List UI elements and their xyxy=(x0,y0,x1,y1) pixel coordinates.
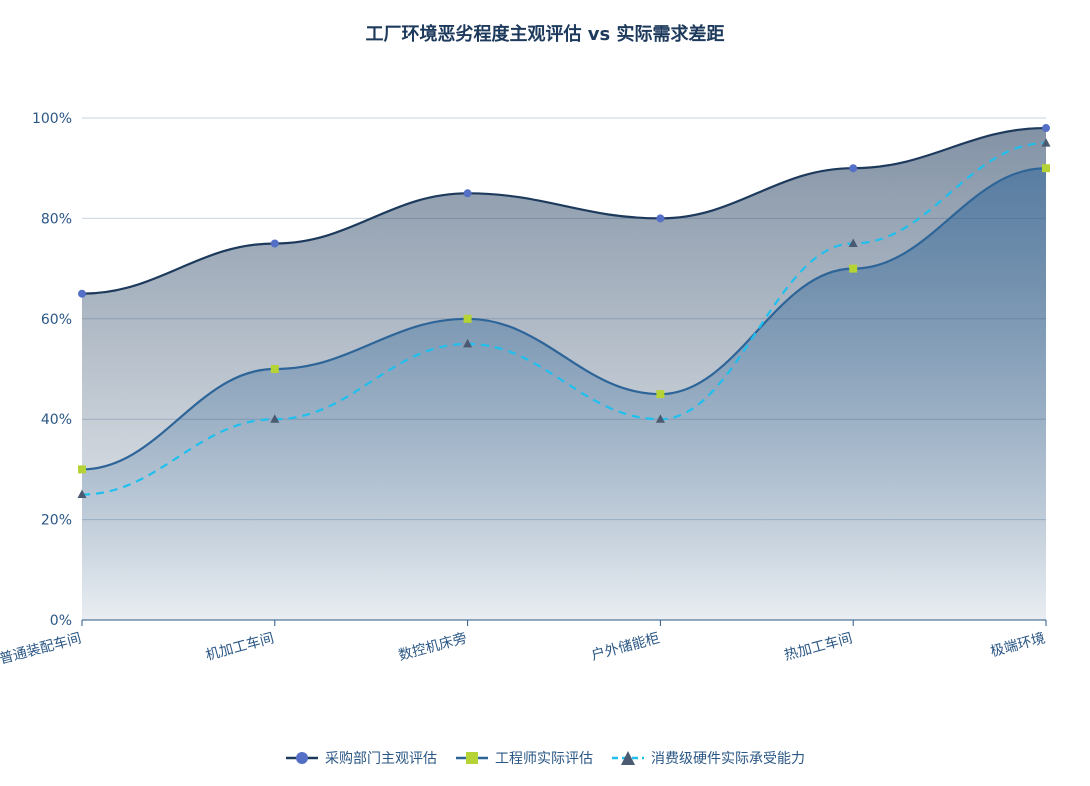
legend-swatch-icon xyxy=(456,752,488,764)
legend-item[interactable]: 消费级硬件实际承受能力 xyxy=(611,748,805,768)
data-point xyxy=(78,289,86,298)
series-area xyxy=(82,168,1046,620)
x-tick-label: 数控机床旁 xyxy=(397,629,469,664)
data-point xyxy=(1041,138,1051,147)
data-point xyxy=(849,164,858,173)
x-tick-label: 热加工车间 xyxy=(782,629,854,664)
data-point xyxy=(1042,124,1050,133)
y-tick-label: 0% xyxy=(50,613,72,629)
data-point xyxy=(655,414,665,423)
y-tick-label: 80% xyxy=(41,211,72,227)
data-point xyxy=(656,214,665,223)
x-tick-label: 户外储能柜 xyxy=(589,629,661,664)
y-tick-label: 20% xyxy=(41,513,72,529)
data-point xyxy=(463,338,473,348)
y-tick-label: 40% xyxy=(41,412,72,428)
legend-label: 工程师实际评估 xyxy=(495,751,593,767)
legend-label: 消费级硬件实际承受能力 xyxy=(651,751,805,767)
data-point xyxy=(270,239,279,248)
y-tick-label: 60% xyxy=(41,312,72,328)
series-line xyxy=(81,126,1047,295)
data-point xyxy=(848,238,858,247)
data-point xyxy=(77,489,87,498)
data-point xyxy=(656,390,665,399)
data-point xyxy=(270,365,279,373)
legend: 采购部门主观评估 工程师实际评估 消费级硬件实际承受能力 xyxy=(0,748,1090,768)
x-tick-label: 普通装配车间 xyxy=(0,629,83,667)
data-point xyxy=(1042,164,1050,173)
legend-item[interactable]: 采购部门主观评估 xyxy=(285,748,437,768)
data-point xyxy=(463,314,472,323)
data-point xyxy=(463,189,472,198)
chart-title: 工厂环境恶劣程度主观评估 vs 实际需求差距 xyxy=(365,24,725,45)
legend-swatch-icon xyxy=(612,751,644,765)
y-tick-label: 100% xyxy=(32,111,72,127)
series-line xyxy=(81,167,1047,471)
data-point xyxy=(849,264,858,273)
x-tick-label: 极端环境 xyxy=(989,630,1047,660)
series-line xyxy=(81,142,1047,496)
data-point xyxy=(78,465,86,474)
legend-item[interactable]: 工程师实际评估 xyxy=(455,748,593,768)
data-point xyxy=(270,414,280,423)
plot-area: 0% 20% 40% 60% 80% 100% 普通装配车间 机加工车间 数控机床旁 户外储能柜 热… xyxy=(0,111,1051,668)
x-tick-label: 机加工车间 xyxy=(204,629,276,664)
legend-swatch-icon xyxy=(286,752,318,764)
legend-label: 采购部门主观评估 xyxy=(325,751,437,767)
